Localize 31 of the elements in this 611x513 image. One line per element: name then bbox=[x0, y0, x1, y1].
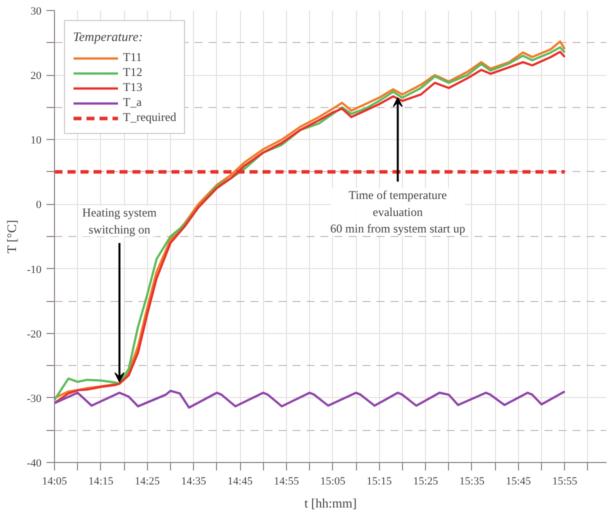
x-axis-title: t [hh:mm] bbox=[304, 496, 357, 510]
legend-label: T_required bbox=[123, 110, 176, 125]
y-axis-title: T [°C] bbox=[4, 220, 19, 254]
y-tick-label: -20 bbox=[26, 328, 42, 340]
x-tick-label: 14:05 bbox=[42, 476, 68, 488]
x-tick-label: 15:55 bbox=[552, 476, 578, 488]
x-tick-label: 15:15 bbox=[366, 476, 392, 488]
annotation: Time of temperature evaluation 60 min from system start up bbox=[330, 188, 466, 236]
legend-label: T11 bbox=[123, 50, 143, 65]
x-tick-label: 14:15 bbox=[88, 476, 114, 488]
x-tick-label: 14:35 bbox=[181, 476, 207, 488]
x-tick-label: 14:25 bbox=[134, 476, 160, 488]
y-tick-label: 0 bbox=[36, 199, 42, 212]
y-tick-label: -10 bbox=[26, 264, 42, 276]
y-tick-label: -30 bbox=[26, 392, 42, 405]
legend-title: Temperature: bbox=[73, 29, 144, 45]
legend-label: T12 bbox=[123, 65, 143, 80]
x-tick-label: 14:55 bbox=[274, 476, 300, 488]
x-tick-label: 15:35 bbox=[459, 476, 485, 488]
legend-label: T13 bbox=[123, 80, 143, 95]
y-tick-label: -40 bbox=[26, 458, 42, 470]
x-tick-label: 15:25 bbox=[413, 476, 439, 488]
x-tick-label: 15:45 bbox=[506, 476, 532, 488]
x-tick-label: 15:05 bbox=[320, 476, 346, 488]
legend-label: T_a bbox=[123, 95, 143, 110]
x-tick-label: 14:45 bbox=[228, 476, 254, 488]
annotation: Heating system switching on bbox=[82, 206, 158, 236]
y-tick-label: 30 bbox=[30, 6, 42, 18]
y-tick-label: 20 bbox=[30, 70, 42, 82]
line-series bbox=[54, 390, 566, 409]
y-tick-label: 10 bbox=[30, 134, 42, 147]
